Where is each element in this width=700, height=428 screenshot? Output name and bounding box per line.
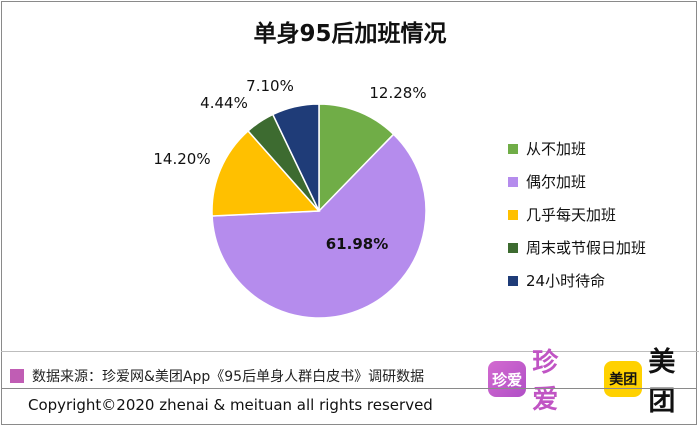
slice-value-label: 14.20% <box>153 150 210 168</box>
legend-item: 周末或节假日加班 <box>508 231 646 264</box>
slice-value-label: 7.10% <box>246 77 294 95</box>
legend-label: 周末或节假日加班 <box>526 239 647 257</box>
legend-label: 偶尔加班 <box>526 173 587 191</box>
chart-area <box>1 1 699 352</box>
slice-value-label: 12.28% <box>369 84 426 102</box>
legend-label: 从不加班 <box>526 140 587 158</box>
legend-item: 几乎每天加班 <box>508 198 646 231</box>
pie-slice <box>318 103 395 213</box>
source-text: 数据来源：珍爱网&美团App《95后单身人群白皮书》调研数据 <box>32 369 425 385</box>
pie-slice <box>211 129 321 217</box>
legend-swatch <box>508 176 518 187</box>
chart-title: 单身95后加班情况 <box>253 21 447 47</box>
zhenai-logo-icon: 珍爱 <box>488 361 527 397</box>
data-source: 数据来源：珍爱网&美团App《95后单身人群白皮书》调研数据 <box>10 366 424 386</box>
zhenai-wordmark: 珍爱 <box>532 348 559 415</box>
meituan-logo-icon: 美团 <box>604 361 643 397</box>
legend-label: 几乎每天加班 <box>526 206 617 224</box>
legend: 从不加班 偶尔加班 几乎每天加班 周末或节假日加班 24小时待命 <box>508 132 646 297</box>
legend-item: 24小时待命 <box>508 264 646 297</box>
legend-swatch <box>508 209 518 220</box>
copyright-text: Copyright©2020 zhenai & meituan all righ… <box>28 396 433 414</box>
slice-value-label: 61.98% <box>326 235 388 253</box>
pie-chart: 12.28% 61.98% 14.20% 4.44%7.10% <box>153 77 427 319</box>
pie-slice <box>211 133 427 319</box>
legend-item: 偶尔加班 <box>508 165 646 198</box>
legend-swatch <box>508 242 518 253</box>
slice-value-label: 4.44% <box>200 94 248 112</box>
legend-swatch <box>508 143 518 154</box>
source-marker <box>10 369 24 383</box>
pie-slice <box>271 103 320 212</box>
legend-swatch <box>508 275 518 286</box>
brand-logos: 珍爱 珍爱 美团 美团 <box>488 340 700 418</box>
legend-item: 从不加班 <box>508 132 646 165</box>
legend-label: 24小时待命 <box>526 272 606 290</box>
divider <box>1 388 697 389</box>
meituan-wordmark: 美团 <box>648 347 676 417</box>
